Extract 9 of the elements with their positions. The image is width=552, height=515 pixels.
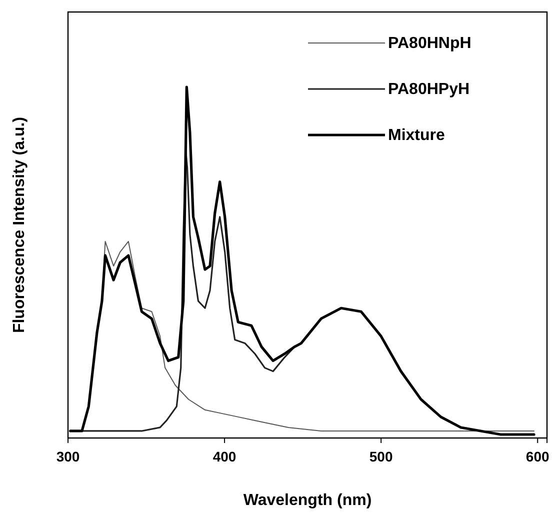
x-tick-label: 600	[526, 448, 550, 464]
x-tick-label: 500	[369, 448, 393, 464]
legend-label: PA80HNpH	[388, 35, 472, 52]
x-axis-title: Wavelength (nm)	[243, 492, 372, 509]
legend-label: Mixture	[388, 127, 445, 144]
x-tick-label: 400	[212, 448, 236, 464]
x-tick-label: 300	[56, 448, 80, 464]
legend-label: PA80HPyH	[388, 81, 470, 98]
y-axis-title: Fluorescence Intensity (a.u.)	[11, 116, 28, 334]
